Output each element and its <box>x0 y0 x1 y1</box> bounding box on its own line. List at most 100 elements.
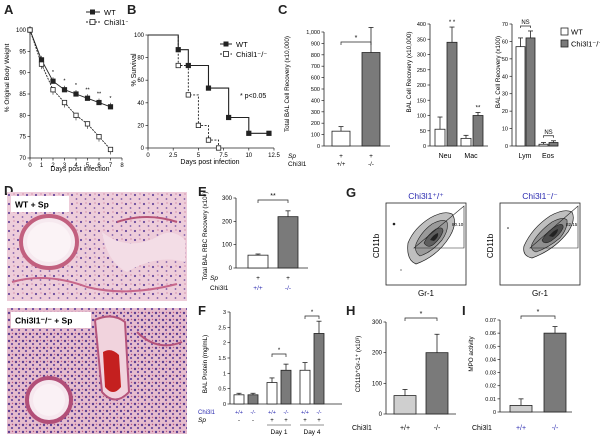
flow-xlabel-right: Gr-1 <box>532 289 549 298</box>
panel-b-point <box>246 130 252 136</box>
panel-c3-y-tick-label: 30 <box>502 92 508 98</box>
panel-e-chart: 0 100 200 300 ** Sp Chi3l1 + + +/+ -/- Total BAL R… <box>202 192 308 292</box>
panel-e-genotype: +/+ <box>253 285 263 292</box>
panel-i-y-tick-label: 0 <box>493 410 496 416</box>
panel-h-y-tick-label: 300 <box>372 320 383 326</box>
panel-c1-ylabel: Total BAL Cell Recovery (x10,000) <box>284 36 291 132</box>
panel-i-y-tick-label: 0.03 <box>485 371 496 377</box>
panel-a-x-tick-label: 7 <box>109 163 113 169</box>
panel-a-point <box>107 104 114 110</box>
panel-b-chart: 0 20 40 60 80 100 0 2.5 5 7.5 10 12.5 % Survival Da… <box>131 33 280 166</box>
panel-e-row-label: Chi3l1 <box>210 285 229 292</box>
panel-b-point <box>266 130 272 136</box>
panel-b-y-tick-label: 20 <box>137 123 144 129</box>
panel-h-row-label: Chi3l1 <box>352 425 372 432</box>
panel-b-point <box>205 137 212 143</box>
histology-label-wt: WT + Sp <box>15 200 49 210</box>
panel-c3-category-label: Eos <box>542 153 555 160</box>
panel-a-point <box>50 87 56 93</box>
panel-e-genotype: -/- <box>285 285 291 292</box>
legend-ko: Chi3l1⁻/⁻ <box>236 50 267 59</box>
panel-c2-y-tick-label: 350 <box>417 37 426 43</box>
panel-c2-category-label: Mac <box>464 153 478 160</box>
panel-e-sp-value: + <box>256 275 260 282</box>
panel-a-y-tick-label: 70 <box>19 156 26 162</box>
panel-i-y-tick-label: 0.06 <box>485 331 496 337</box>
panel-a-x-tick-label: 4 <box>74 163 78 169</box>
panel-c3-y-tick-label: 40 <box>502 74 508 80</box>
panel-g-flow: Chi3l1⁺/⁺ Chi3l1⁻/⁻ 80.10 CD11b Gr-1 82.… <box>372 191 581 298</box>
panel-f-y-tick-label: 0 <box>223 402 226 408</box>
panel-c2-bar <box>460 137 472 147</box>
panel-a-x-tick-label: 8 <box>120 163 124 169</box>
panel-f-bar <box>299 369 311 405</box>
panel-a-y-tick-label: 85 <box>19 92 26 98</box>
panel-c1-sp-value: + <box>339 153 343 160</box>
panel-f-genotype: +/+ <box>301 410 309 416</box>
panel-letter-i: I <box>462 303 466 318</box>
panel-i-sig-label: * <box>537 309 540 316</box>
panel-c3-bar <box>538 143 549 147</box>
panel-c1-y-tick-label: 1,000 <box>306 30 320 36</box>
panel-b-point <box>185 92 191 98</box>
panel-f-y-tick-label: 1 <box>223 371 226 377</box>
panel-letter-c: C <box>278 2 288 17</box>
panel-c2-bar <box>446 41 458 147</box>
panel-d-histology: WT + Sp Chi3l1⁻/⁻ + Sp <box>7 192 187 434</box>
panel-a-x-tick-label: 6 <box>97 163 101 169</box>
panel-c3-y-tick-label: 20 <box>502 109 508 115</box>
panel-c1-y-tick-label: 600 <box>311 76 320 82</box>
panel-letter-a: A <box>4 2 14 17</box>
panel-f-sig-bracket <box>304 315 320 319</box>
legend-ko: Chi3l1⁻/⁻ <box>571 40 600 49</box>
panel-a-point <box>96 134 102 140</box>
panel-a-x-tick-label: 1 <box>40 163 44 169</box>
histology-label-bg <box>11 312 91 328</box>
panel-f-group-label: Day 1 <box>271 429 288 436</box>
panel-i-y-tick-label: 0.01 <box>485 397 496 403</box>
panel-i-genotype: -/- <box>552 425 559 432</box>
flow-ylabel-left: CD11b <box>372 233 381 258</box>
panel-h-bar <box>393 395 417 415</box>
panel-c2-y-tick-label: 0 <box>423 144 426 150</box>
panel-h-sig-bracket <box>404 317 438 321</box>
panel-a-annotation: * <box>109 96 112 102</box>
panel-b-x-tick-label: 5 <box>197 153 201 159</box>
panel-b-point <box>226 114 232 121</box>
panel-e-y-tick-label: 300 <box>222 196 233 202</box>
panel-c2-y-tick-label: 400 <box>417 22 426 28</box>
panel-f-row-label: Sp <box>198 417 206 424</box>
panel-a-point <box>107 146 114 153</box>
panel-e-sig-bracket <box>257 199 289 203</box>
panel-f-sig-bracket <box>271 353 287 357</box>
panel-i-bar <box>543 332 567 413</box>
panel-b-x-tick-label: 10 <box>245 153 252 159</box>
gate-percent-left: 80.10 <box>452 222 464 227</box>
panel-a-point <box>73 91 79 97</box>
panel-f-sp-value: - <box>252 418 254 424</box>
panel-i-chart: 0 0.01 0.02 0.03 0.04 0.05 0.06 0.07 * Chi3l1 +/+ -… <box>468 309 572 432</box>
panel-c3-sig-label: NS <box>521 20 529 26</box>
panel-h-y-tick-label: 200 <box>372 351 383 357</box>
panel-i-sig-bracket <box>520 315 556 319</box>
panel-f-genotype: +/+ <box>268 410 276 416</box>
panel-e-ylabel: Total BAL RBC Recovery (x10⁴) <box>202 192 209 281</box>
panel-c3-y-tick-label: 70 <box>502 22 508 28</box>
panel-c1-bar <box>361 52 381 147</box>
panel-f-y-tick-label: 2.5 <box>218 325 226 331</box>
panel-a-annotation: ** <box>85 87 90 93</box>
panel-b-y-tick-label: 100 <box>134 33 145 39</box>
panel-a-y-tick-label: 75 <box>19 135 26 141</box>
panel-a-y-tick-label: 90 <box>19 71 26 77</box>
panel-c2-annotation: ** <box>476 105 481 111</box>
panel-a-annotation: * <box>52 70 55 76</box>
panel-c2-bar <box>434 128 446 147</box>
panel-c3-sig-label: NS <box>544 130 552 136</box>
panel-f-sig-label: * <box>278 348 281 354</box>
panel-h-y-tick-label: 100 <box>372 381 383 387</box>
panel-f-sp-value: + <box>317 418 321 424</box>
flow-ylabel-right: CD11b <box>486 233 495 258</box>
panel-c2-y-tick-label: 50 <box>420 129 426 135</box>
panel-f-genotype: +/+ <box>235 410 243 416</box>
